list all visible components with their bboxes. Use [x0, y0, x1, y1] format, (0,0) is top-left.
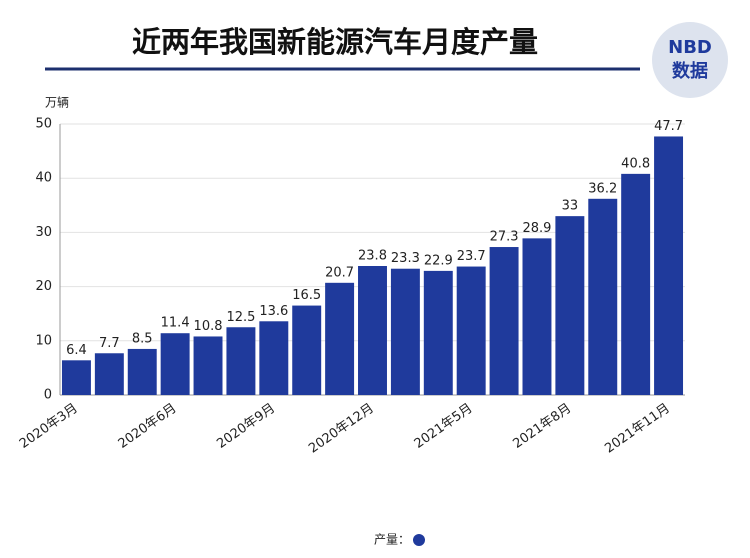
value-label: 12.5: [226, 310, 255, 325]
value-label: 20.7: [325, 265, 354, 280]
bar: [292, 305, 322, 395]
value-label: 40.8: [621, 156, 650, 171]
bar: [456, 266, 486, 395]
x-tick-label: 2021年5月: [412, 401, 476, 452]
bar: [522, 238, 552, 395]
x-tick-label: 2021年8月: [510, 401, 574, 452]
bar: [423, 270, 453, 395]
bar: [61, 360, 91, 395]
bar: [325, 282, 355, 395]
value-label: 23.8: [358, 249, 387, 264]
chart-title: 近两年我国新能源汽车月度产量: [132, 25, 538, 59]
value-label: 10.8: [194, 319, 223, 334]
x-tick-label: 2020年3月: [17, 401, 81, 452]
value-label: 22.9: [424, 253, 453, 268]
value-label: 6.4: [66, 343, 87, 358]
bar: [193, 336, 223, 395]
value-label: 23.3: [391, 251, 420, 266]
y-tick-label: 0: [44, 388, 52, 403]
logo-badge: [652, 22, 728, 98]
x-tick-label: 2021年11月: [602, 401, 673, 457]
bar: [94, 353, 124, 395]
bar: [555, 216, 585, 395]
bar: [654, 136, 684, 395]
logo-bottom: 数据: [672, 60, 708, 82]
bar: [226, 327, 256, 395]
bar: [390, 268, 420, 395]
value-label: 11.4: [161, 316, 190, 331]
bar: [358, 266, 387, 395]
x-tick-label: 2020年6月: [116, 401, 180, 452]
value-label: 36.2: [588, 181, 617, 196]
y-tick-label: 40: [35, 171, 52, 186]
bar: [489, 247, 519, 395]
bar: [127, 348, 157, 395]
bar: [588, 198, 618, 395]
value-label: 16.5: [292, 288, 321, 303]
value-label: 47.7: [654, 119, 683, 134]
y-tick-label: 10: [35, 333, 52, 348]
bar: [160, 333, 190, 395]
value-label: 28.9: [522, 221, 551, 236]
bar: [259, 321, 289, 395]
value-label: 7.7: [99, 336, 120, 351]
value-label: 8.5: [132, 331, 153, 346]
y-tick-label: 50: [35, 117, 52, 132]
value-label: 33: [562, 199, 579, 214]
legend-swatch: [413, 534, 425, 546]
y-axis-unit: 万辆: [45, 96, 69, 110]
value-label: 23.7: [457, 249, 486, 264]
x-tick-label: 2020年9月: [214, 401, 278, 452]
x-tick-label: 2020年12月: [306, 401, 377, 457]
value-label: 27.3: [490, 230, 519, 245]
bar: [621, 173, 651, 395]
y-tick-label: 30: [35, 225, 52, 240]
y-tick-label: 20: [35, 279, 52, 294]
value-label: 13.6: [259, 304, 288, 319]
legend-label: 产量：: [374, 533, 410, 547]
logo-top: NBD: [668, 37, 712, 58]
